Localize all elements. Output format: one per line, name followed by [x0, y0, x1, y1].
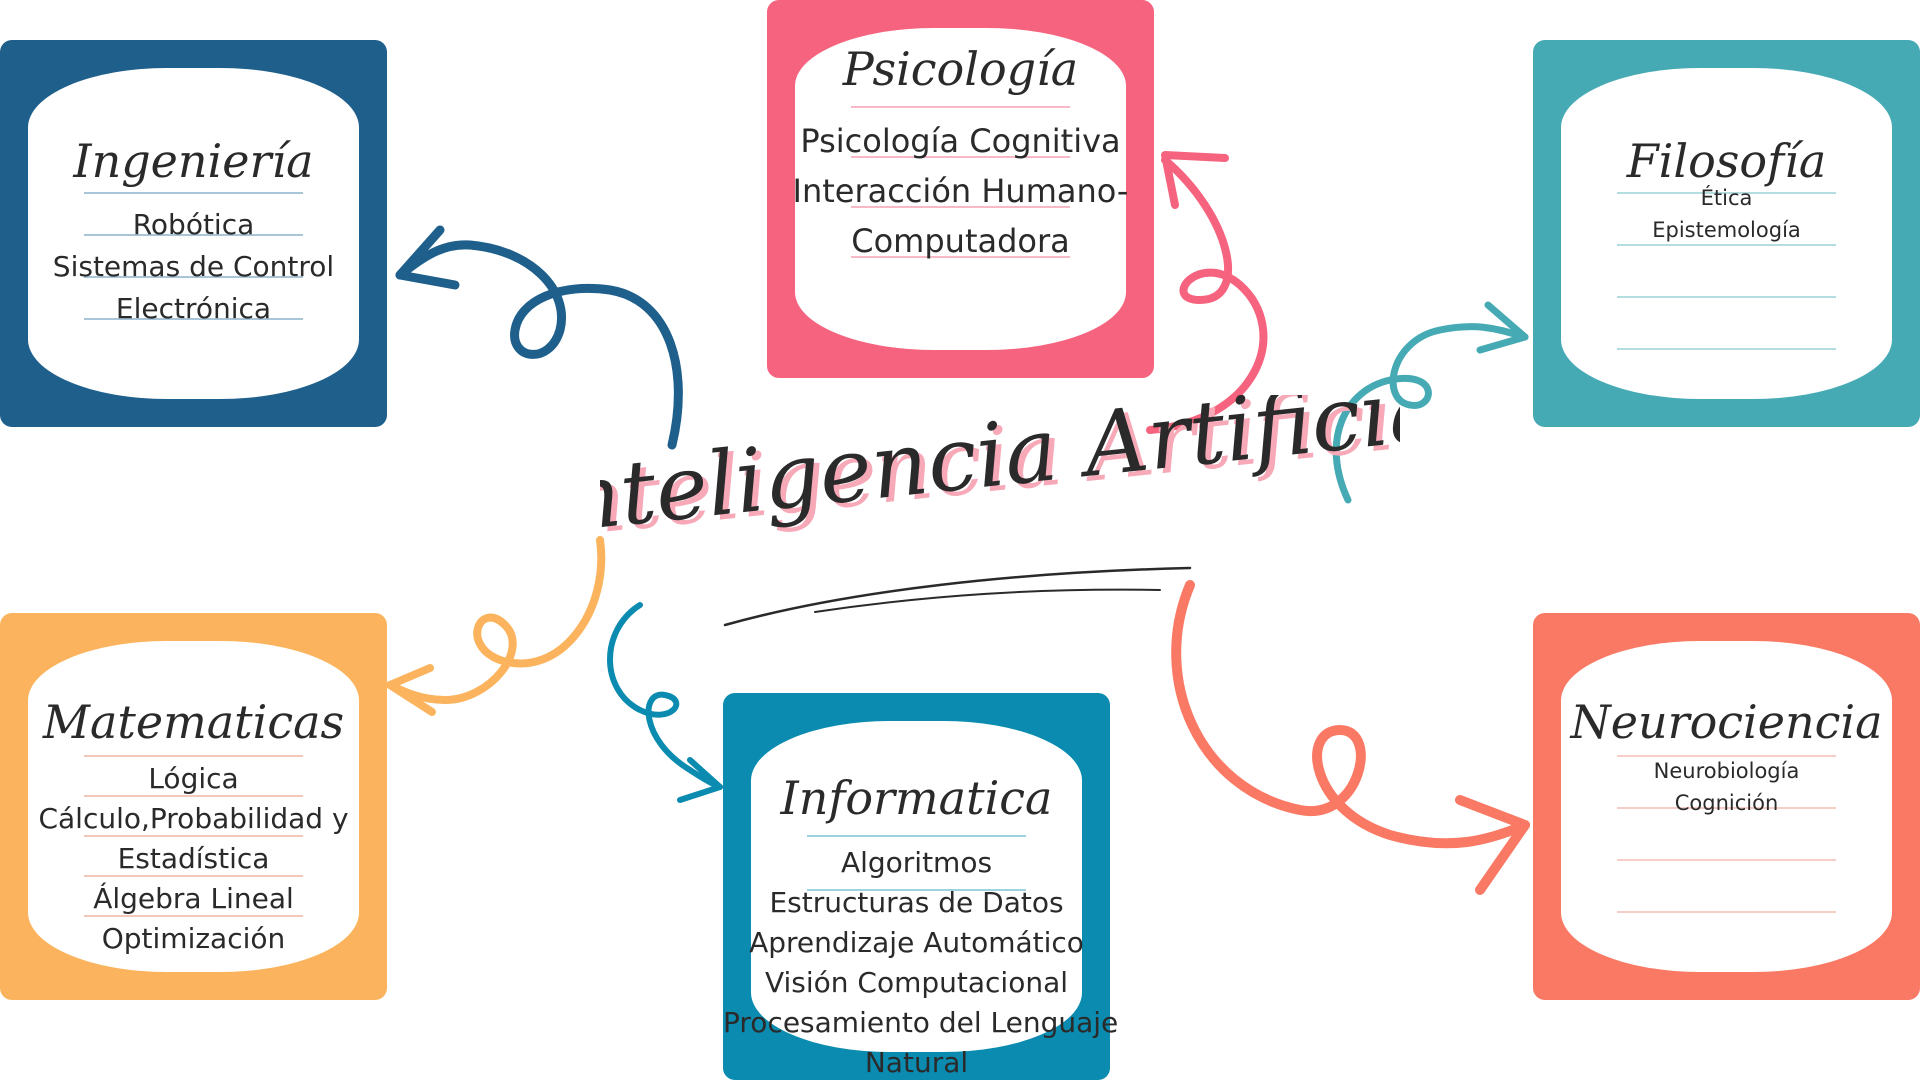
arrow-to-informatica-head	[677, 757, 723, 803]
arrow-to-matematicas	[386, 536, 606, 704]
card-matematicas-title: Matematicas	[42, 695, 345, 749]
ruled-lines	[851, 28, 1070, 350]
list-item: Estadística	[117, 842, 270, 875]
card-ingenieria-panel: Ingeniería Robótica Sistemas de Control …	[28, 68, 359, 399]
list-item: Robótica	[132, 208, 255, 241]
list-item: Estructuras de Datos	[769, 886, 1064, 919]
card-matematicas-items: Lógica Cálculo,Probabilidad y Estadístic…	[8, 759, 379, 959]
card-psicologia-panel: Psicología Psicología Cognitiva Interacc…	[793, 28, 1128, 350]
title-underline-2	[814, 588, 1161, 613]
ruled-lines	[1617, 641, 1836, 972]
main-title: Inteligencia Artificial Inteligencia Art…	[600, 395, 1400, 535]
arrow-to-psicologia	[1146, 156, 1268, 434]
arrow-to-ingenieria-head	[395, 225, 460, 290]
list-item: Cálculo,Probabilidad y	[38, 802, 349, 835]
card-filosofia-panel: Filosofía Ética Epistemología	[1561, 68, 1892, 399]
card-neurociencia-title: Neurociencia	[1570, 695, 1883, 749]
list-item: Neurobiología	[1653, 759, 1800, 783]
card-ingenieria-title: Ingeniería	[73, 134, 314, 188]
card-neurociencia-panel: Neurociencia Neurobiología Cognición	[1561, 641, 1892, 972]
title-underline-1	[723, 566, 1192, 627]
list-item: Interacción Humano-	[792, 172, 1129, 210]
card-ingenieria: Ingeniería Robótica Sistemas de Control …	[0, 40, 387, 427]
card-psicologia: Psicología Psicología Cognitiva Interacc…	[767, 0, 1154, 378]
list-item: Psicología Cognitiva	[800, 122, 1121, 160]
list-item: Natural	[864, 1046, 969, 1079]
ruled-lines	[807, 721, 1026, 1052]
arrow-to-ingenieria	[395, 240, 683, 450]
card-neurociencia-items: Neurobiología Cognición	[1561, 755, 1892, 819]
card-informatica: Informatica Algoritmos Estructuras de Da…	[723, 693, 1118, 1080]
main-title-text: Inteligencia Artificial	[600, 395, 1400, 535]
arrow-to-neurociencia-head	[1455, 795, 1530, 895]
card-psicologia-title: Psicología	[842, 42, 1079, 96]
arrow-to-informatica	[607, 602, 723, 790]
arrow-to-matematicas-head	[386, 664, 436, 716]
ruled-lines	[84, 641, 303, 972]
card-psicologia-items: Psicología Cognitiva Interacción Humano-…	[773, 116, 1148, 266]
list-item: Electrónica	[115, 292, 272, 325]
card-neurociencia: Neurociencia Neurobiología Cognición	[1533, 613, 1920, 1000]
card-filosofia-items: Ética Epistemología	[1561, 182, 1892, 246]
arrow-to-filosofia-head	[1476, 301, 1529, 354]
card-filosofia: Filosofía Ética Epistemología	[1533, 40, 1920, 427]
card-matematicas-panel: Matematicas Lógica Cálculo,Probabilidad …	[28, 641, 359, 972]
list-item: Computadora	[851, 222, 1070, 260]
arrow-to-neurociencia	[1171, 580, 1530, 849]
list-item: Lógica	[148, 762, 239, 795]
arrow-to-psicologia-head	[1161, 151, 1229, 209]
list-item: Aprendizaje Automático	[749, 926, 1084, 959]
list-item: Optimización	[101, 922, 286, 955]
arrow-to-filosofia	[1332, 323, 1529, 504]
list-item: Algoritmos	[840, 846, 993, 879]
card-informatica-title: Informatica	[780, 771, 1053, 825]
list-item: Procesamiento del Lenguaje	[723, 1006, 1119, 1039]
list-item: Álgebra Lineal	[93, 882, 294, 915]
card-informatica-items: Algoritmos Estructuras de Datos Aprendiz…	[723, 843, 1119, 1083]
list-item: Sistemas de Control	[52, 250, 335, 283]
list-item: Epistemología	[1652, 218, 1801, 242]
list-item: Visión Computacional	[764, 966, 1069, 999]
ruled-lines	[84, 68, 303, 399]
card-ingenieria-items: Robótica Sistemas de Control Electrónica	[28, 204, 359, 330]
card-filosofia-title: Filosofía	[1626, 134, 1827, 188]
list-item: Ética	[1700, 186, 1753, 210]
ruled-lines	[1617, 68, 1836, 399]
card-informatica-panel: Informatica Algoritmos Estructuras de Da…	[723, 721, 1118, 1079]
card-matematicas: Matematicas Lógica Cálculo,Probabilidad …	[0, 613, 387, 1000]
list-item: Cognición	[1674, 791, 1779, 815]
